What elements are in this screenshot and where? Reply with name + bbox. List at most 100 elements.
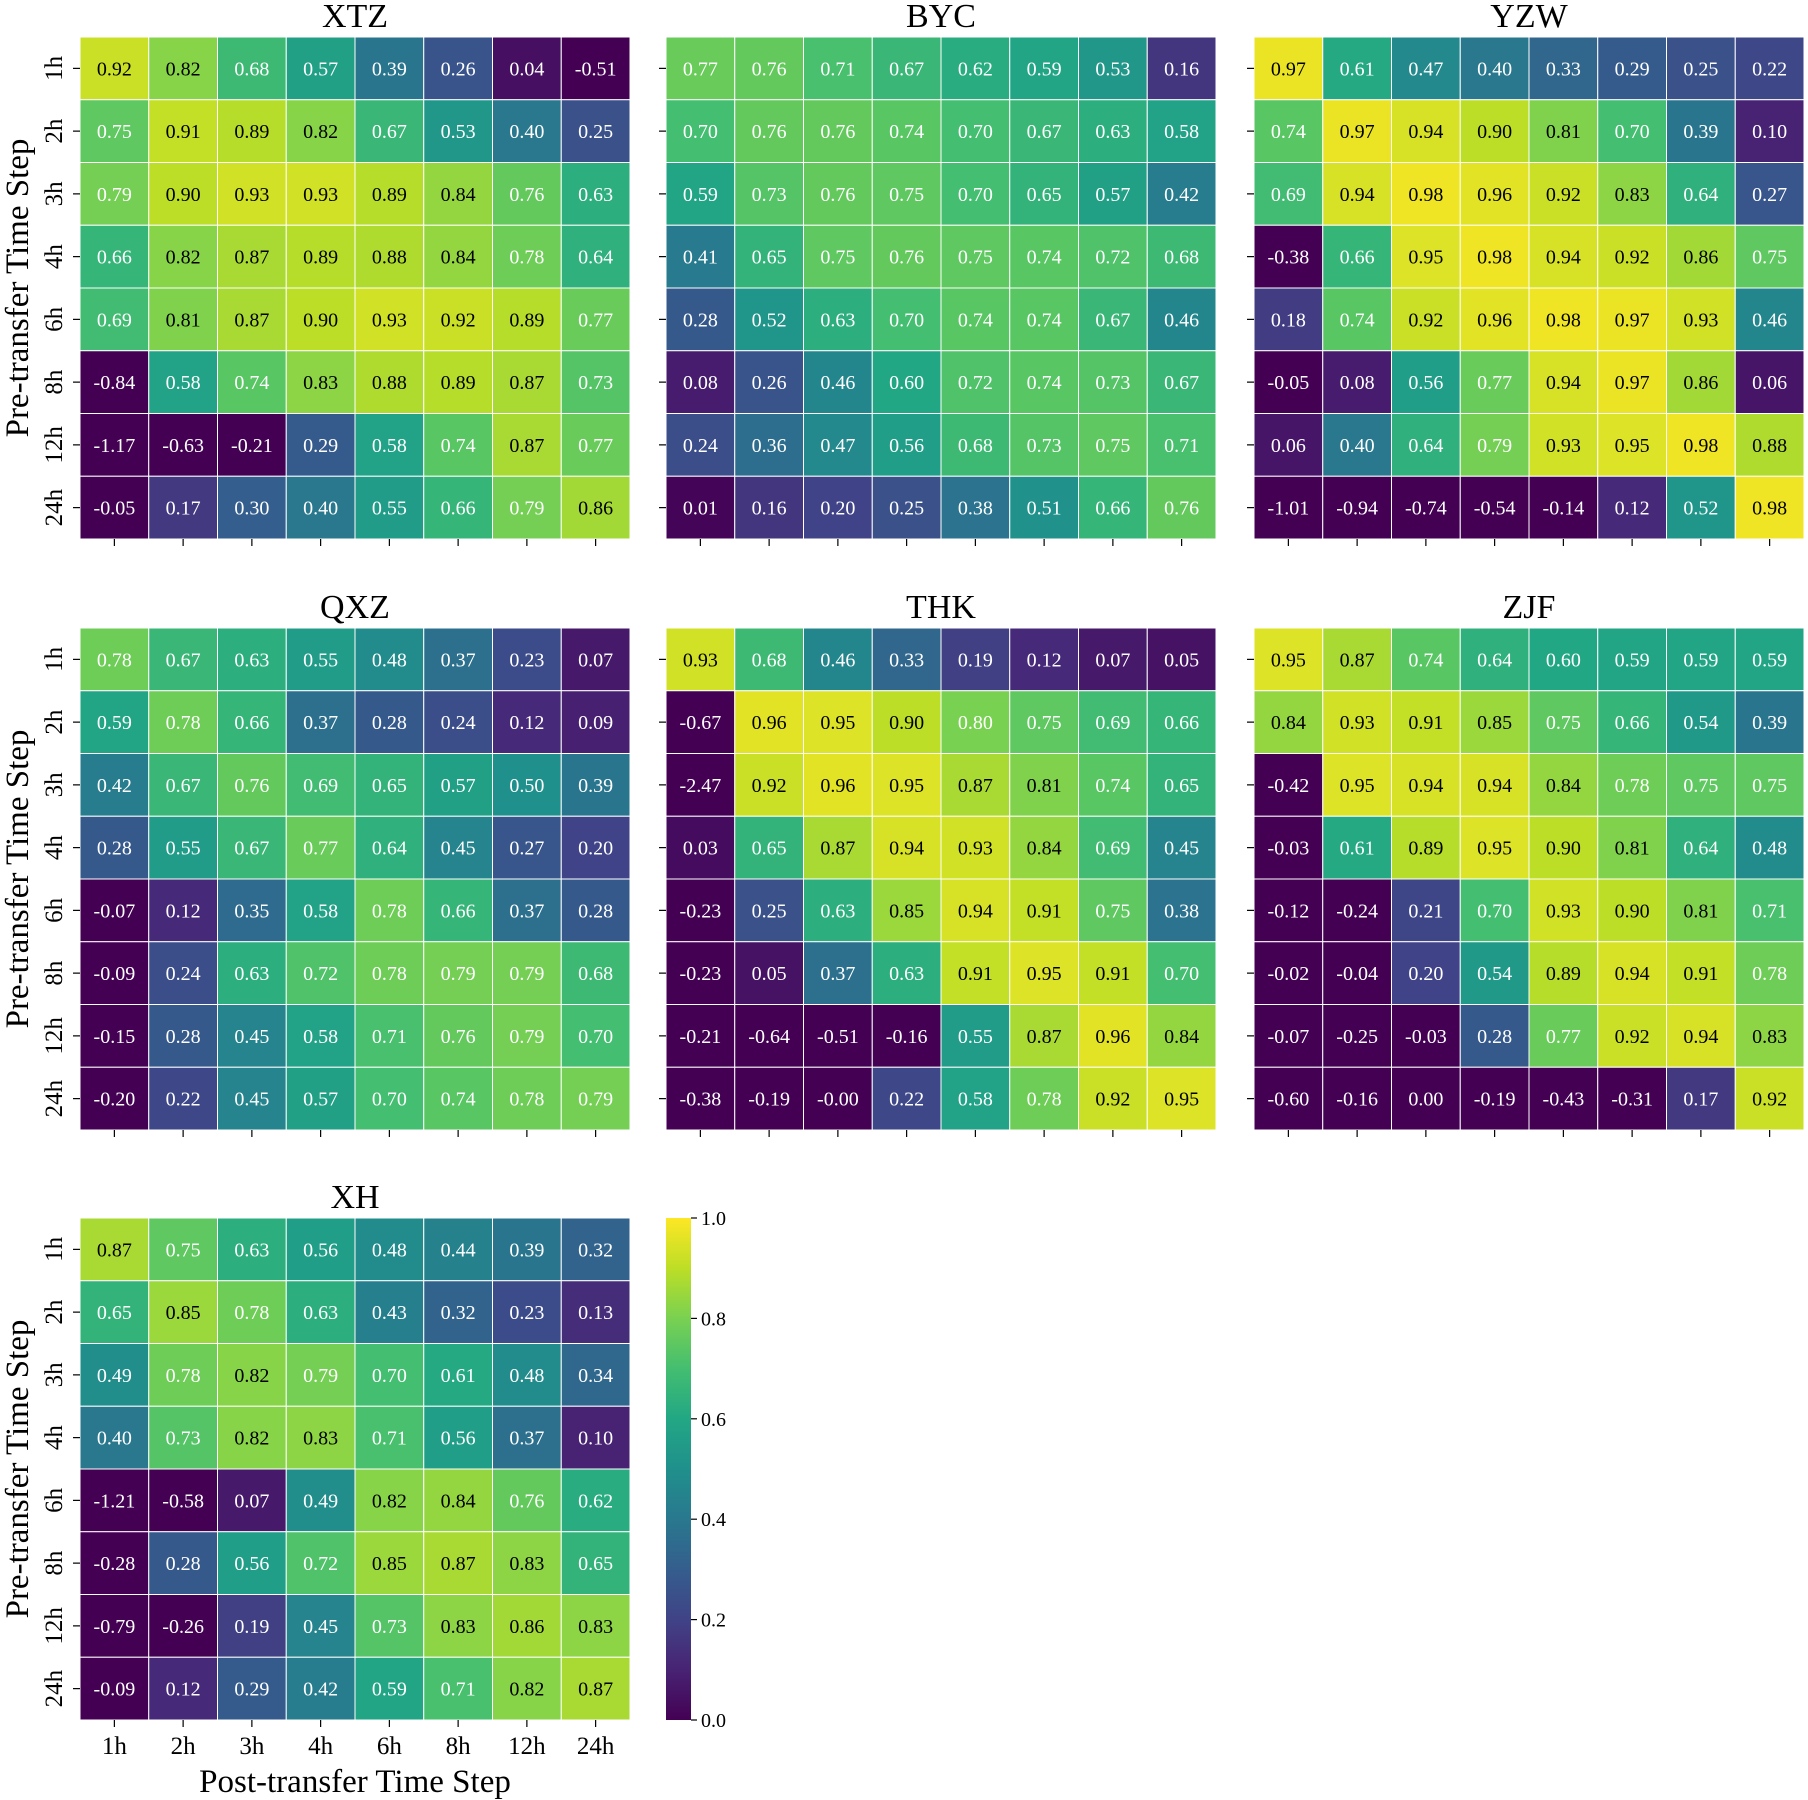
- heatmap-cell: [148, 36, 218, 101]
- heatmap-cell: [79, 1343, 150, 1407]
- cell-value-label: 0.26: [441, 58, 476, 80]
- heatmap-cell: [665, 1066, 736, 1131]
- cell-value-label: 0.94: [1408, 121, 1443, 143]
- cell-value-label: 0.66: [97, 247, 132, 269]
- heatmap-cell: [1391, 287, 1461, 352]
- heatmap-cell: [560, 475, 631, 540]
- cell-value-label: 0.83: [303, 1428, 338, 1450]
- heatmap-cell: [492, 690, 562, 754]
- heatmap-cell: [940, 690, 1011, 754]
- cell-value-label: 0.37: [509, 900, 544, 922]
- cell-value-label: 0.87: [234, 309, 269, 331]
- heatmap-cell: [871, 99, 942, 163]
- cell-value-label: -0.24: [1336, 900, 1378, 922]
- cell-value-label: 0.97: [1340, 121, 1375, 143]
- heatmap-cell: [423, 878, 493, 943]
- heatmap-cell: [1322, 753, 1392, 817]
- cell-value-label: 0.98: [1477, 247, 1512, 269]
- cell-value-label: 0.71: [372, 1026, 407, 1048]
- cell-value-label: 0.44: [441, 1239, 476, 1261]
- heatmap-cell: [1528, 224, 1599, 289]
- heatmap-cell: [423, 753, 493, 817]
- cell-value-label: 0.07: [234, 1490, 269, 1512]
- y-axis-label: Pre-transfer Time Step: [0, 1320, 36, 1619]
- heatmap-cell: [1322, 475, 1392, 540]
- cell-value-label: 0.67: [889, 58, 924, 80]
- heatmap-cell: [1391, 475, 1461, 540]
- cell-value-label: 0.56: [303, 1239, 338, 1261]
- cell-value-label: 0.42: [97, 775, 132, 797]
- heatmap-cell: [285, 1656, 356, 1721]
- cell-value-label: 0.29: [1615, 58, 1650, 80]
- y-tick-label: 1h: [41, 1236, 68, 1262]
- y-tick-label: 1h: [41, 646, 68, 672]
- heatmap-cell: [734, 287, 804, 352]
- heatmap-cell: [492, 627, 562, 692]
- heatmap-cell: [148, 1343, 218, 1407]
- cell-value-label: -0.15: [94, 1026, 136, 1048]
- heatmap-cell: [354, 1004, 425, 1068]
- cell-value-label: 0.65: [372, 775, 407, 797]
- cell-value-label: 0.42: [1164, 184, 1199, 206]
- heatmap-cell: [354, 941, 425, 1005]
- heatmap-cell: [79, 1217, 150, 1282]
- heatmap-cell: [285, 878, 356, 943]
- heatmap-cell: [1322, 350, 1392, 414]
- cell-value-label: 0.28: [372, 712, 407, 734]
- heatmap-cell: [560, 690, 631, 754]
- heatmap-cell: [423, 1468, 493, 1533]
- cell-value-label: -0.03: [1405, 1026, 1447, 1048]
- heatmap-cell: [734, 162, 804, 226]
- cell-value-label: 0.42: [303, 1679, 338, 1701]
- heatmap-cell: [1734, 224, 1805, 289]
- cell-value-label: 0.13: [578, 1302, 613, 1324]
- heatmap-cell: [1253, 753, 1324, 817]
- cell-value-label: 0.91: [958, 963, 993, 985]
- cell-value-label: -0.94: [1336, 498, 1378, 520]
- heatmap-cell: [1146, 627, 1217, 692]
- cell-value-label: 0.39: [578, 775, 613, 797]
- cell-value-label: 0.66: [1095, 498, 1130, 520]
- heatmap-cell: [285, 36, 356, 101]
- heatmap-cell: [871, 350, 942, 414]
- cell-value-label: 0.93: [1683, 309, 1718, 331]
- cell-value-label: -0.16: [1336, 1089, 1378, 1111]
- cell-value-label: 0.79: [509, 1026, 544, 1048]
- cell-value-label: 0.78: [372, 900, 407, 922]
- cell-value-label: 0.12: [1615, 498, 1650, 520]
- heatmap-cell: [871, 878, 942, 943]
- heatmap-cell: [871, 162, 942, 226]
- cell-value-label: 0.30: [234, 498, 269, 520]
- cell-value-label: 0.96: [820, 775, 855, 797]
- heatmap-cell: [1459, 627, 1530, 692]
- cell-value-label: 0.90: [1615, 900, 1650, 922]
- cell-value-label: 0.70: [372, 1089, 407, 1111]
- cell-value-label: 0.82: [372, 1490, 407, 1512]
- heatmap-cell: [1391, 1066, 1461, 1131]
- heatmap-cell: [423, 287, 493, 352]
- heatmap-cell: [1253, 224, 1324, 289]
- colorbar-tick-label: 1.0: [701, 1208, 726, 1230]
- cell-value-label: 0.71: [820, 58, 855, 80]
- cell-value-label: 0.66: [1340, 247, 1375, 269]
- heatmap-cell: [492, 413, 562, 477]
- cell-value-label: 0.69: [1271, 184, 1306, 206]
- heatmap-cell: [1597, 162, 1667, 226]
- heatmap-xh: XH 0.87 0.75 0.63 0.56 0.48 0.44 0.39 0.32 0.65 0.…: [0, 1179, 631, 1800]
- heatmap-cell: [1146, 350, 1217, 414]
- heatmap-cell: [560, 1594, 631, 1658]
- heatmap-cell: [1146, 224, 1217, 289]
- cell-value-label: 0.03: [683, 838, 718, 860]
- heatmap-cell: [1078, 224, 1148, 289]
- y-tick-label: 24h: [41, 1079, 68, 1117]
- heatmap-cell: [354, 162, 425, 226]
- cell-value-label: 0.40: [303, 498, 338, 520]
- cell-value-label: 0.81: [1027, 775, 1062, 797]
- heatmap-cell: [1322, 1004, 1392, 1068]
- cell-value-label: 0.72: [1095, 247, 1130, 269]
- cell-value-label: 0.83: [578, 1616, 613, 1638]
- cell-value-label: 0.46: [820, 649, 855, 671]
- cell-value-label: 0.36: [752, 435, 787, 457]
- cell-value-label: 0.89: [372, 184, 407, 206]
- heatmap-cell: [285, 941, 356, 1005]
